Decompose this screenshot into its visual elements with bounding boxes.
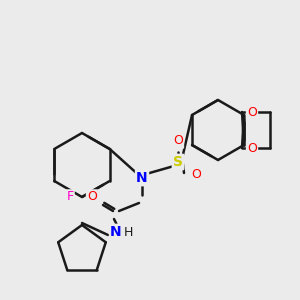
Text: O: O [247,106,257,118]
Text: O: O [173,134,183,148]
Text: O: O [191,169,201,182]
Text: N: N [110,225,122,239]
Text: F: F [66,190,74,203]
Text: S: S [173,155,183,169]
Text: O: O [247,142,257,154]
Text: H: H [123,226,133,238]
Text: O: O [87,190,97,203]
Text: N: N [136,171,148,185]
